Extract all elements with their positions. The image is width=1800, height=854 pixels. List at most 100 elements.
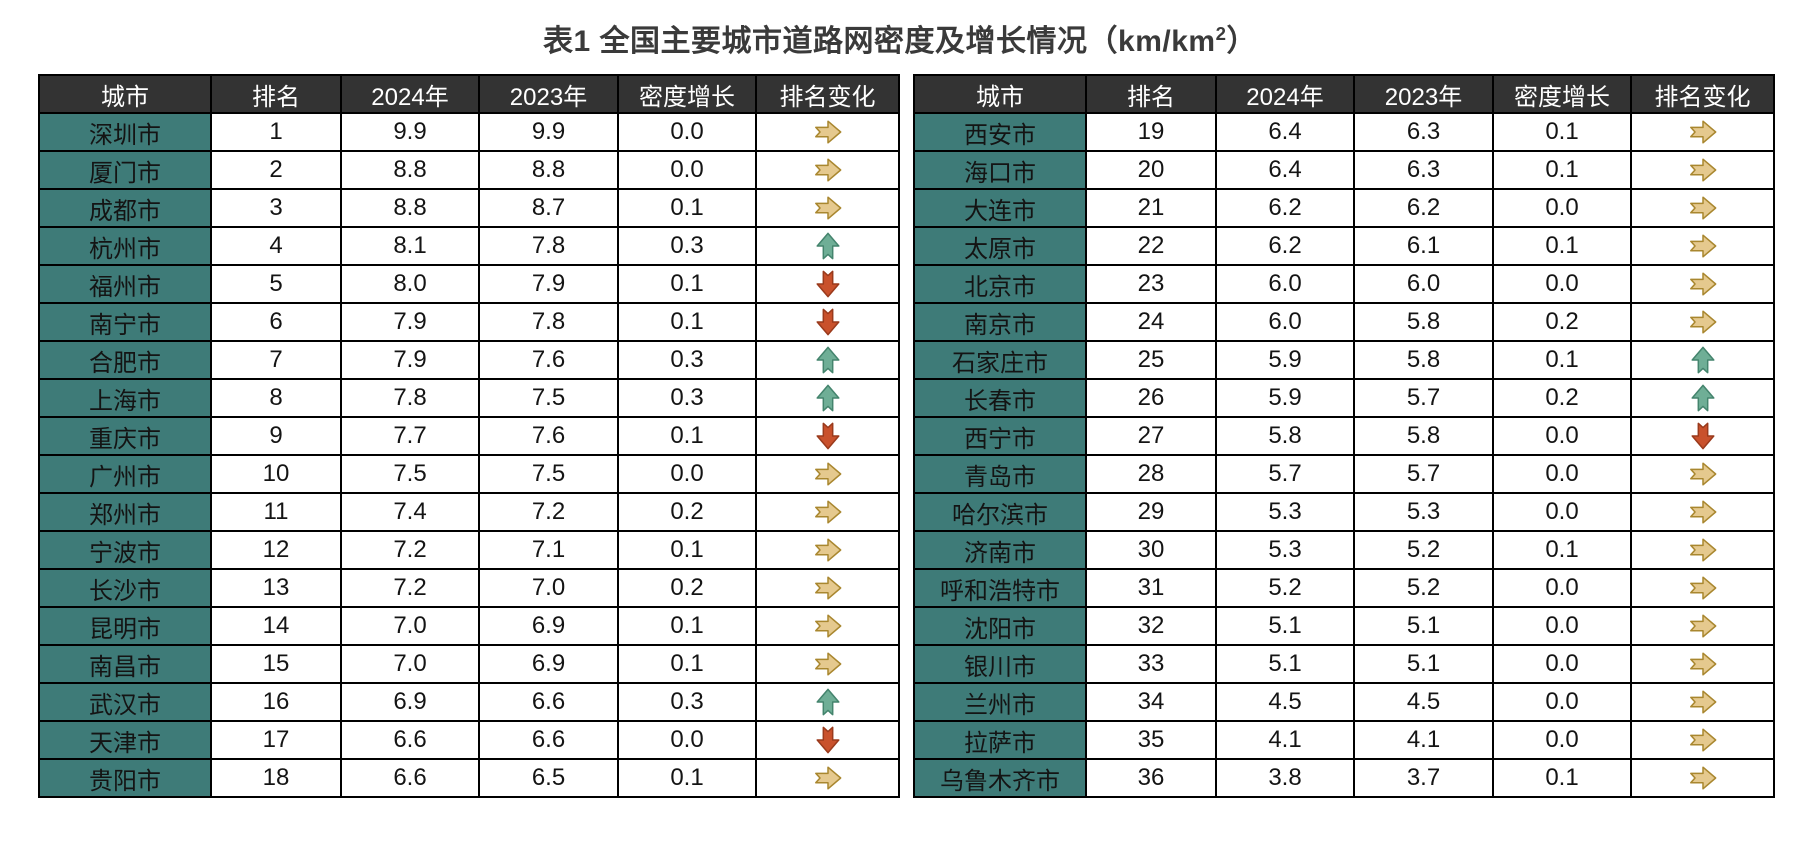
density-2024-cell: 6.4 xyxy=(1215,112,1355,152)
city-cell: 大连市 xyxy=(913,188,1087,228)
density-2023-cell: 5.8 xyxy=(1353,416,1494,456)
col-header-density-growth: 密度增长 xyxy=(617,74,757,114)
city-cell: 兰州市 xyxy=(913,682,1087,722)
rank-cell: 34 xyxy=(1085,682,1217,722)
col-header-rank: 排名 xyxy=(210,74,342,114)
rank-cell: 26 xyxy=(1085,378,1217,418)
city-cell: 深圳市 xyxy=(38,112,212,152)
density-2024-cell: 6.0 xyxy=(1215,264,1355,304)
density-2023-cell: 6.2 xyxy=(1353,188,1494,228)
density-2023-cell: 7.8 xyxy=(478,302,619,342)
density-2023-cell: 6.6 xyxy=(478,682,619,722)
table-row: 济南市 30 5.3 5.2 0.1 xyxy=(913,530,1775,570)
city-cell: 西安市 xyxy=(913,112,1087,152)
col-header-city: 城市 xyxy=(38,74,212,114)
rank-change-cell xyxy=(1630,720,1775,760)
table-row: 武汉市 16 6.9 6.6 0.3 xyxy=(38,682,900,722)
table-row: 西安市 19 6.4 6.3 0.1 xyxy=(913,112,1775,152)
density-2024-cell: 7.7 xyxy=(340,416,480,456)
rank-cell: 10 xyxy=(210,454,342,494)
right-arrow-icon xyxy=(1689,690,1716,714)
table-row: 上海市 8 7.8 7.5 0.3 xyxy=(38,378,900,418)
rank-change-cell xyxy=(755,112,900,152)
density-2023-cell: 7.8 xyxy=(478,226,619,266)
right-arrow-icon xyxy=(1689,310,1716,334)
right-arrow-icon xyxy=(1689,196,1716,220)
growth-cell: 0.0 xyxy=(617,454,757,494)
city-cell: 青岛市 xyxy=(913,454,1087,494)
growth-cell: 0.1 xyxy=(617,758,757,798)
city-cell: 贵阳市 xyxy=(38,758,212,798)
density-2023-cell: 3.7 xyxy=(1353,758,1494,798)
growth-cell: 0.2 xyxy=(1492,302,1632,342)
rank-change-cell xyxy=(1630,112,1775,152)
right-arrow-icon xyxy=(1689,766,1716,790)
right-arrow-icon xyxy=(814,158,841,182)
density-2024-cell: 6.6 xyxy=(340,758,480,798)
table-row: 银川市 33 5.1 5.1 0.0 xyxy=(913,644,1775,684)
density-2024-cell: 7.0 xyxy=(340,606,480,646)
growth-cell: 0.0 xyxy=(1492,454,1632,494)
up-arrow-icon xyxy=(815,384,840,412)
right-arrow-icon xyxy=(814,576,841,600)
density-2023-cell: 5.8 xyxy=(1353,302,1494,342)
rank-change-cell xyxy=(755,416,900,456)
density-2024-cell: 8.1 xyxy=(340,226,480,266)
col-header-city: 城市 xyxy=(913,74,1087,114)
down-arrow-icon xyxy=(815,726,840,754)
rank-cell: 19 xyxy=(1085,112,1217,152)
city-cell: 石家庄市 xyxy=(913,340,1087,380)
rank-change-cell xyxy=(755,302,900,342)
density-2023-cell: 8.7 xyxy=(478,188,619,228)
growth-cell: 0.3 xyxy=(617,378,757,418)
down-arrow-icon xyxy=(815,422,840,450)
growth-cell: 0.0 xyxy=(1492,188,1632,228)
rank-change-cell xyxy=(1630,340,1775,380)
rank-cell: 22 xyxy=(1085,226,1217,266)
right-arrow-icon xyxy=(1689,500,1716,524)
density-2024-cell: 7.5 xyxy=(340,454,480,494)
rank-change-cell xyxy=(755,188,900,228)
growth-cell: 0.0 xyxy=(1492,644,1632,684)
density-2023-cell: 7.1 xyxy=(478,530,619,570)
density-2024-cell: 5.3 xyxy=(1215,530,1355,570)
page-title: 表1 全国主要城市道路网密度及增长情况（km/km2） xyxy=(0,0,1800,74)
rank-cell: 24 xyxy=(1085,302,1217,342)
table-row: 重庆市 9 7.7 7.6 0.1 xyxy=(38,416,900,456)
tables-container: 城市 排名 2024年 2023年 密度增长 排名变化 深圳市 1 9.9 9.… xyxy=(0,74,1800,798)
growth-cell: 0.0 xyxy=(1492,492,1632,532)
down-arrow-icon xyxy=(1690,422,1715,450)
rank-cell: 12 xyxy=(210,530,342,570)
right-arrow-icon xyxy=(1689,538,1716,562)
density-2023-cell: 6.3 xyxy=(1353,112,1494,152)
density-2024-cell: 4.5 xyxy=(1215,682,1355,722)
table-row: 杭州市 4 8.1 7.8 0.3 xyxy=(38,226,900,266)
table-row: 大连市 21 6.2 6.2 0.0 xyxy=(913,188,1775,228)
density-2024-cell: 9.9 xyxy=(340,112,480,152)
density-2024-cell: 5.2 xyxy=(1215,568,1355,608)
density-2024-cell: 5.9 xyxy=(1215,340,1355,380)
table-row: 北京市 23 6.0 6.0 0.0 xyxy=(913,264,1775,304)
density-2024-cell: 8.8 xyxy=(340,150,480,190)
rank-cell: 18 xyxy=(210,758,342,798)
header-row: 城市 排名 2024年 2023年 密度增长 排名变化 xyxy=(913,74,1775,114)
density-2024-cell: 5.7 xyxy=(1215,454,1355,494)
density-2023-cell: 6.0 xyxy=(1353,264,1494,304)
density-2023-cell: 8.8 xyxy=(478,150,619,190)
rank-cell: 6 xyxy=(210,302,342,342)
rank-cell: 13 xyxy=(210,568,342,608)
density-2023-cell: 7.6 xyxy=(478,416,619,456)
table-row: 厦门市 2 8.8 8.8 0.0 xyxy=(38,150,900,190)
growth-cell: 0.1 xyxy=(1492,226,1632,266)
title-suffix: ） xyxy=(1226,25,1257,58)
col-header-2023: 2023年 xyxy=(1353,74,1494,114)
rank-cell: 16 xyxy=(210,682,342,722)
rank-change-cell xyxy=(755,264,900,304)
density-2023-cell: 7.9 xyxy=(478,264,619,304)
rank-cell: 29 xyxy=(1085,492,1217,532)
density-2023-cell: 7.0 xyxy=(478,568,619,608)
rank-cell: 23 xyxy=(1085,264,1217,304)
city-cell: 南京市 xyxy=(913,302,1087,342)
rank-cell: 4 xyxy=(210,226,342,266)
density-2023-cell: 7.2 xyxy=(478,492,619,532)
